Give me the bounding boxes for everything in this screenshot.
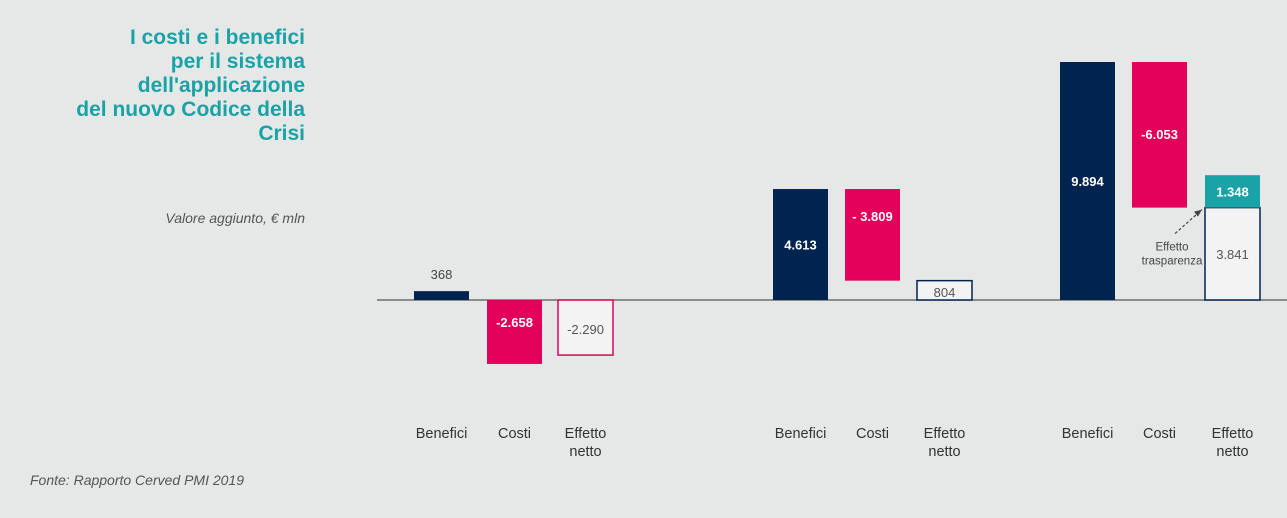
bar-value-label: - 3.809: [852, 209, 892, 224]
chart-title: I costi e i benefici per il sistema dell'a…: [30, 26, 305, 146]
x-tick-label: Benefici: [1062, 426, 1114, 442]
x-tick-label: Effetto: [1212, 426, 1254, 442]
x-tick-label: Costi: [1143, 426, 1176, 442]
x-tick-label: netto: [928, 444, 960, 460]
bar-costi: [487, 300, 542, 364]
chart-title-line: I costi e i benefici: [129, 26, 305, 49]
chart-title-line: per il sistema: [170, 50, 305, 73]
bar-net-outline-blue: [1204, 206, 1261, 301]
bar-value-label: 804: [934, 285, 956, 300]
bar-value-label: 9.894: [1071, 174, 1104, 189]
bar-value-label: 368: [431, 267, 453, 282]
bar-value-label: 1.348: [1216, 184, 1249, 199]
x-tick-label: netto: [569, 444, 601, 460]
bar-value-label: -6.053: [1141, 127, 1178, 142]
bar-net-outline-blue: [916, 279, 973, 301]
chart-title-line: del nuovo Codice della: [76, 98, 305, 121]
bar-costi-floating: [845, 189, 900, 281]
annotation-label: trasparenza: [1142, 256, 1203, 268]
x-tick-label: Costi: [498, 426, 531, 442]
x-tick-label: Benefici: [775, 426, 827, 442]
bar-value-label: -2.290: [567, 322, 604, 337]
bar-benefici: [414, 291, 469, 300]
chart-title-line: dell'applicazione: [137, 74, 305, 97]
x-tick-label: Benefici: [416, 426, 468, 442]
x-tick-label: netto: [1216, 444, 1248, 460]
x-tick-label: Effetto: [924, 426, 966, 442]
bar-trasparenza: [1205, 175, 1260, 208]
x-tick-label: Costi: [856, 426, 889, 442]
bar-value-label: 4.613: [784, 238, 817, 253]
x-tick-label: Effetto: [565, 426, 607, 442]
annotation-label: Effetto: [1155, 242, 1188, 254]
bar-costi-floating: [1132, 62, 1187, 208]
bar-value-label: -2.658: [496, 315, 533, 330]
chart-source: Fonte: Rapporto Cerved PMI 2019: [30, 472, 245, 488]
bar-value-label: 3.841: [1216, 247, 1249, 262]
annotation-arrowhead: [1194, 209, 1202, 217]
chart-title-line: Crisi: [258, 122, 305, 145]
chart-subtitle: Valore aggiunto, € mln: [165, 210, 305, 226]
bar-benefici: [773, 189, 828, 300]
bar-net-outline-red: [557, 299, 614, 356]
bar-benefici: [1060, 62, 1115, 300]
